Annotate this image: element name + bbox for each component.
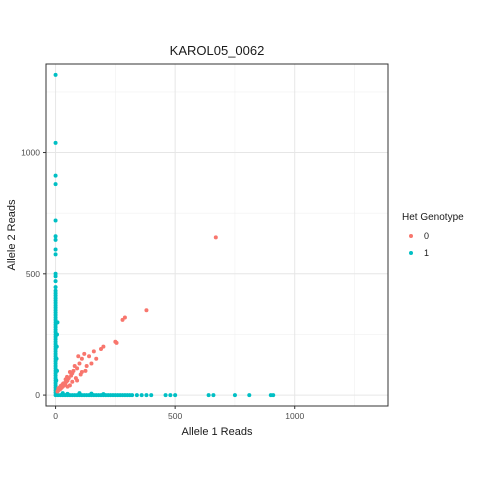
- data-point-series-0: [67, 370, 72, 375]
- data-point-series-0: [82, 351, 87, 356]
- data-point-series-1: [53, 237, 58, 242]
- data-point-series-0: [65, 384, 70, 389]
- data-point-series-1: [55, 332, 60, 337]
- data-point-series-1: [101, 392, 106, 397]
- data-point-series-1: [163, 393, 168, 398]
- data-point-series-1: [139, 393, 144, 398]
- data-point-series-0: [84, 363, 89, 368]
- data-point-series-1: [55, 320, 60, 325]
- x-tick-label: 500: [168, 411, 182, 421]
- y-axis-label: Allele 2 Reads: [6, 199, 18, 270]
- plot-panel-border: [45, 63, 389, 407]
- data-point-series-0: [72, 363, 77, 368]
- data-point-series-0: [79, 356, 84, 361]
- data-point-series-1: [53, 274, 58, 279]
- data-point-series-0: [70, 379, 75, 384]
- data-point-series-1: [53, 252, 58, 257]
- data-point-series-1: [168, 393, 173, 398]
- data-point-series-0: [55, 389, 60, 394]
- data-point-series-1: [53, 182, 58, 187]
- data-point-series-1: [54, 344, 59, 349]
- data-point-series-0: [76, 354, 81, 359]
- data-point-series-1: [54, 356, 59, 361]
- data-point-series-0: [63, 377, 68, 382]
- data-point-series-1: [65, 391, 70, 396]
- data-point-series-1: [53, 140, 58, 145]
- data-point-series-0: [114, 340, 119, 345]
- data-point-series-0: [87, 354, 92, 359]
- legend-label-0: 0: [424, 231, 429, 241]
- data-point-series-0: [79, 370, 84, 375]
- data-point-series-0: [94, 356, 99, 361]
- data-point-series-1: [232, 393, 237, 398]
- data-point-series-1: [134, 393, 139, 398]
- data-point-series-0: [89, 361, 94, 366]
- data-point-series-0: [144, 308, 149, 313]
- data-points: [53, 72, 276, 398]
- legend-title: Het Genotype: [402, 212, 464, 223]
- data-point-series-1: [211, 393, 216, 398]
- data-point-series-1: [54, 378, 59, 383]
- data-point-series-0: [75, 378, 80, 383]
- data-point-series-1: [130, 393, 135, 398]
- x-tick-label: 1000: [285, 411, 304, 421]
- y-tick-label: 1000: [21, 148, 40, 158]
- data-point-series-0: [213, 235, 218, 240]
- legend-key-1: [409, 251, 413, 255]
- data-point-series-1: [271, 393, 276, 398]
- data-point-series-1: [53, 218, 58, 223]
- data-point-series-1: [144, 393, 149, 398]
- data-point-series-0: [77, 361, 82, 366]
- data-point-series-1: [53, 72, 58, 77]
- data-point-series-1: [77, 391, 82, 396]
- axis-ticks: 0 500 1000 0 500 1000: [21, 148, 304, 421]
- data-point-series-1: [247, 393, 252, 398]
- data-point-series-1: [206, 393, 211, 398]
- data-point-series-1: [60, 391, 65, 396]
- legend-key-0: [409, 234, 413, 238]
- legend: Het Genotype 01: [402, 212, 464, 258]
- x-tick-label: 0: [53, 411, 58, 421]
- legend-label-1: 1: [424, 248, 429, 258]
- data-point-series-1: [53, 234, 58, 239]
- data-point-series-1: [55, 368, 60, 373]
- data-point-series-0: [91, 349, 96, 354]
- chart-title: KAROL05_0062: [170, 43, 265, 58]
- data-point-series-0: [83, 368, 88, 373]
- data-point-series-1: [89, 391, 94, 396]
- y-tick-label: 0: [35, 390, 40, 400]
- y-tick-label: 500: [26, 269, 40, 279]
- data-point-series-1: [53, 285, 58, 290]
- data-point-series-0: [120, 317, 125, 322]
- data-point-series-1: [53, 173, 58, 178]
- data-point-series-1: [173, 393, 178, 398]
- legend-items: 01: [409, 231, 429, 258]
- plot-panel: [46, 64, 388, 406]
- data-point-series-0: [99, 347, 104, 351]
- x-axis-label: Allele 1 Reads: [182, 426, 253, 438]
- data-point-series-1: [149, 393, 154, 398]
- data-point-series-1: [53, 279, 58, 284]
- data-point-series-1: [53, 247, 58, 252]
